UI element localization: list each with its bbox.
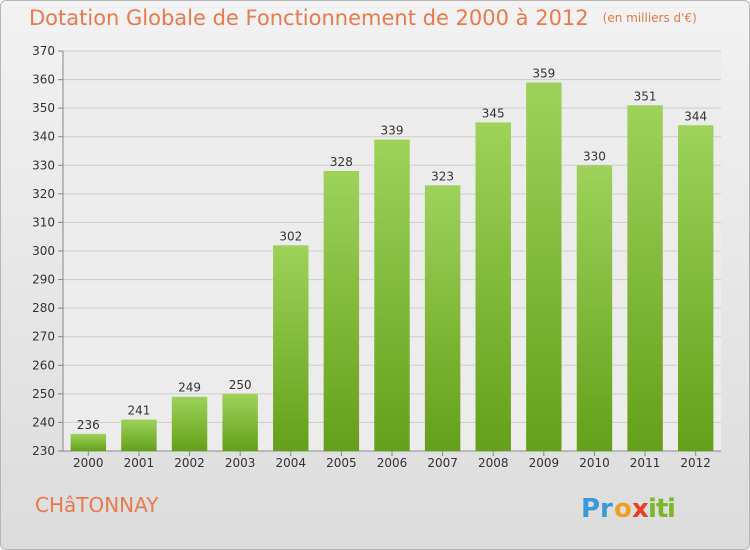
bar [171, 396, 208, 451]
x-tick-label: 2002 [174, 456, 205, 470]
y-tick-label: 260 [32, 358, 55, 372]
data-label: 236 [77, 418, 100, 432]
bar [222, 393, 258, 451]
chart-title: Dotation Globale de Fonctionnement de 20… [29, 6, 697, 30]
y-tick-label: 250 [32, 387, 55, 401]
y-tick-label: 230 [32, 444, 55, 458]
y-tick-label: 330 [32, 158, 55, 172]
data-label: 345 [482, 106, 505, 120]
data-label: 359 [532, 66, 555, 80]
data-label: 302 [279, 229, 302, 243]
bar [121, 419, 157, 451]
y-tick-label: 350 [32, 101, 55, 115]
data-label: 330 [583, 149, 606, 163]
bar [627, 105, 663, 452]
x-tick-label: 2008 [478, 456, 509, 470]
data-label: 249 [178, 381, 201, 395]
y-tick-label: 340 [32, 130, 55, 144]
logo-letter: P [581, 494, 600, 524]
data-label: 323 [431, 169, 454, 183]
title-text: Dotation Globale de Fonctionnement de 20… [29, 6, 589, 30]
y-tick-label: 320 [32, 187, 55, 201]
x-tick-label: 2012 [680, 456, 711, 470]
logo-letter: i [667, 494, 676, 524]
y-tick-label: 300 [32, 244, 55, 258]
data-label: 344 [684, 109, 707, 123]
bar [374, 139, 410, 452]
x-tick-label: 2004 [275, 456, 306, 470]
logo-letter: r [600, 494, 613, 524]
y-tick-label: 240 [32, 415, 55, 429]
bar [475, 122, 511, 451]
bar [424, 185, 461, 452]
bar [273, 245, 309, 451]
x-tick-label: 2006 [377, 456, 408, 470]
y-tick-label: 360 [32, 73, 55, 87]
commune-name: CHâTONNAY [35, 493, 159, 517]
logo-letter: t [656, 494, 668, 524]
bar [526, 82, 562, 451]
unit-label: (en milliers d'€) [602, 11, 697, 25]
x-tick-label: 2000 [73, 456, 104, 470]
bar [323, 171, 360, 451]
data-label: 351 [634, 89, 657, 103]
x-tick-label: 2011 [630, 456, 661, 470]
logo-letter: o [614, 494, 632, 524]
data-label: 250 [229, 378, 252, 392]
logo-letter: i [648, 494, 657, 524]
bar [677, 125, 714, 452]
bars: 236 241 249 250 302 328 339 323 345 359 330 351 344 [70, 66, 714, 452]
data-label: 328 [330, 155, 353, 169]
logo-letter: x [632, 494, 649, 524]
data-label: 241 [127, 404, 150, 418]
y-tick-label: 290 [32, 273, 55, 287]
y-tick-label: 310 [32, 215, 55, 229]
data-label: 339 [381, 124, 404, 138]
x-tick-label: 2005 [326, 456, 357, 470]
y-tick-label: 370 [32, 44, 55, 58]
x-tick-label: 2003 [225, 456, 256, 470]
bar [70, 433, 107, 451]
x-tick-label: 2007 [427, 456, 458, 470]
x-tick-label: 2009 [529, 456, 560, 470]
y-tick-label: 280 [32, 301, 55, 315]
x-tick-label: 2010 [579, 456, 610, 470]
bar [576, 165, 613, 452]
x-tick-label: 2001 [124, 456, 155, 470]
x-axis: 2000 2001 2002 2003 2004 2005 2006 2007 2008 2009… [73, 451, 711, 470]
y-tick-label: 270 [32, 330, 55, 344]
